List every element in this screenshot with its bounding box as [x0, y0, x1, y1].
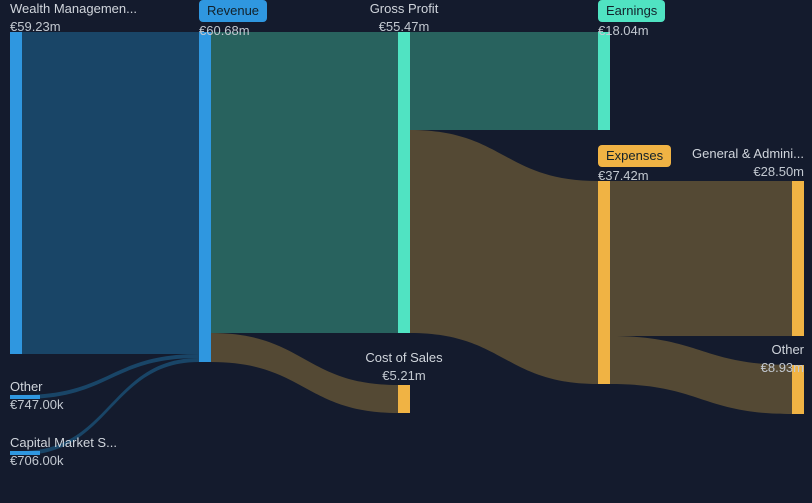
node-label-gross: Gross Profit €55.47m [370, 0, 439, 35]
sankey-node-cost[interactable] [398, 385, 410, 413]
label-value: €747.00k [10, 396, 64, 414]
label-title: Other [771, 342, 804, 357]
label-value: €37.42m [598, 167, 671, 185]
pill-revenue: Revenue [199, 0, 267, 22]
label-value: €18.04m [598, 22, 665, 40]
label-value: €60.68m [199, 22, 267, 40]
label-title: Wealth Managemen... [10, 1, 137, 16]
label-title: Gross Profit [370, 1, 439, 16]
sankey-link [22, 32, 199, 354]
node-label-wealth: Wealth Managemen... €59.23m [10, 0, 137, 35]
sankey-node-revenue[interactable] [199, 32, 211, 362]
node-label-earnings: Earnings€18.04m [598, 0, 665, 39]
label-value: €5.21m [365, 367, 442, 385]
node-label-other_out: Other €8.93m [761, 341, 804, 376]
pill-expenses: Expenses [598, 145, 671, 167]
label-title: General & Admini... [692, 146, 804, 161]
label-title: Other [10, 379, 43, 394]
label-value: €59.23m [10, 18, 137, 36]
label-value: €28.50m [692, 163, 804, 181]
node-label-other_in: Other €747.00k [10, 378, 64, 413]
sankey-chart: Wealth Managemen... €59.23m Other €747.00k C… [0, 0, 812, 503]
sankey-link [211, 32, 398, 333]
sankey-link [410, 130, 598, 384]
label-value: €55.47m [370, 18, 439, 36]
sankey-node-gross[interactable] [398, 32, 410, 333]
sankey-link [610, 181, 792, 336]
sankey-node-ga[interactable] [792, 181, 804, 336]
node-label-capital: Capital Market S... €706.00k [10, 434, 117, 469]
node-label-ga: General & Admini... €28.50m [692, 145, 804, 180]
label-value: €706.00k [10, 452, 117, 470]
sankey-node-expenses[interactable] [598, 181, 610, 384]
node-label-cost: Cost of Sales €5.21m [365, 349, 442, 384]
sankey-svg [0, 0, 812, 503]
label-value: €8.93m [761, 359, 804, 377]
label-title: Cost of Sales [365, 350, 442, 365]
node-label-revenue: Revenue€60.68m [199, 0, 267, 39]
pill-earnings: Earnings [598, 0, 665, 22]
node-label-expenses: Expenses€37.42m [598, 145, 671, 184]
sankey-node-earnings[interactable] [598, 32, 610, 130]
sankey-link [410, 32, 598, 130]
label-title: Capital Market S... [10, 435, 117, 450]
sankey-node-wealth[interactable] [10, 32, 22, 354]
